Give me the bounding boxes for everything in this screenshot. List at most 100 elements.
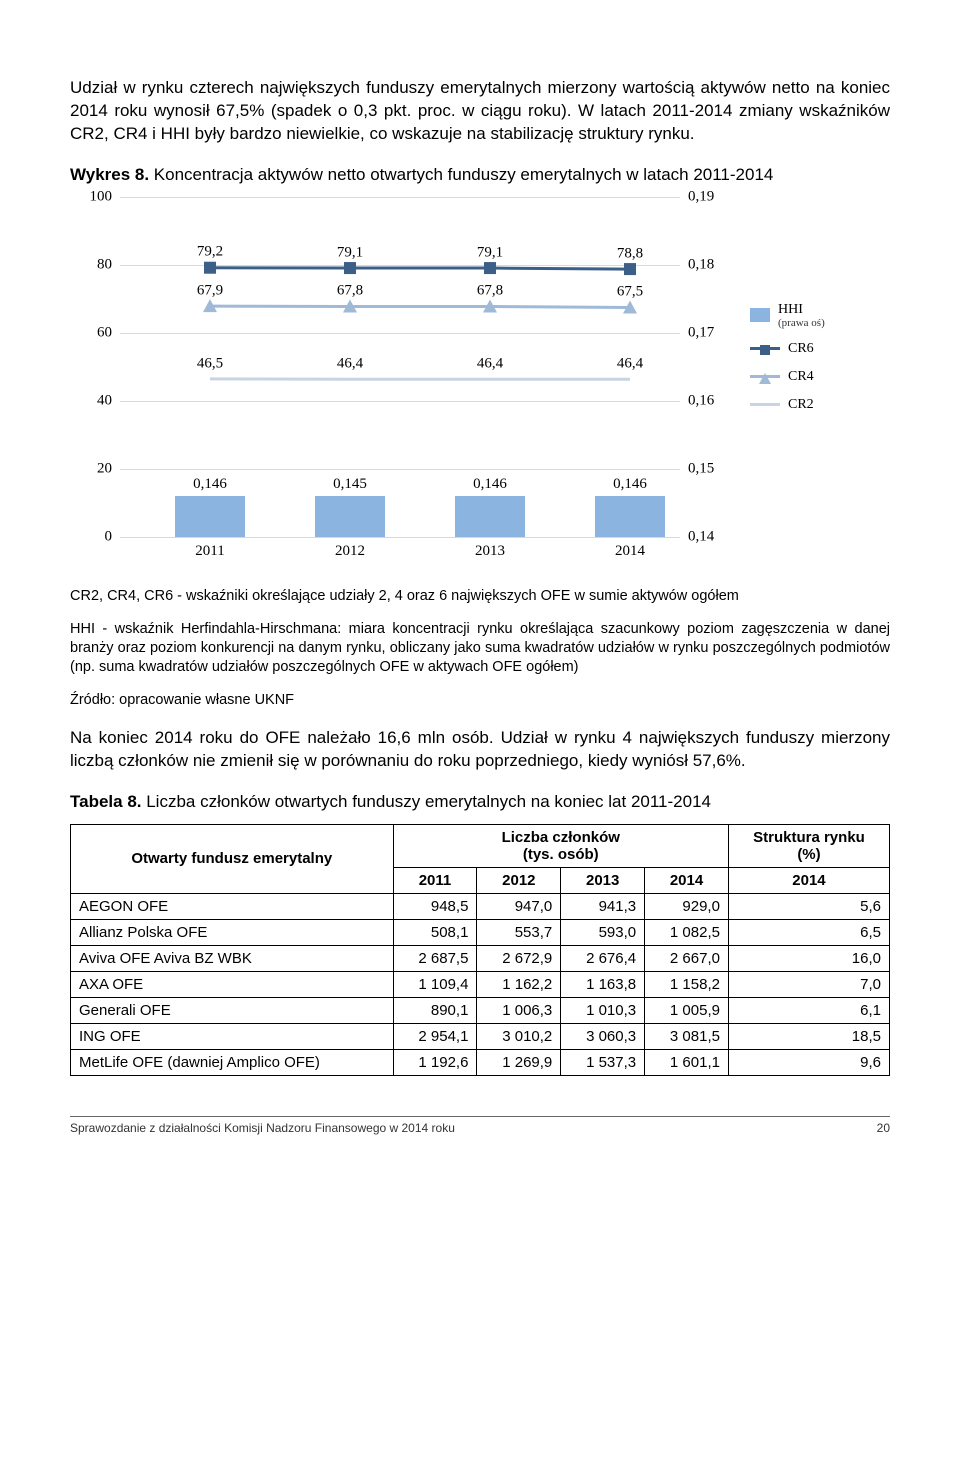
y-left-tick: 80 (97, 256, 112, 273)
series-value-label: 67,8 (477, 283, 503, 300)
legend-label: CR2 (788, 397, 814, 413)
legend-item: CR2 (750, 397, 825, 413)
cell-value: 1 163,8 (561, 971, 645, 997)
cell-fund-name: MetLife OFE (dawniej Amplico OFE) (71, 1049, 394, 1075)
y-left-tick: 0 (105, 528, 113, 545)
y-left-tick: 100 (90, 188, 113, 205)
legend-item: CR6 (750, 341, 825, 357)
series-line (210, 267, 630, 268)
legend-label: CR4 (788, 369, 814, 385)
legend-item: HHI(prawa oś) (750, 302, 825, 329)
table-row: AXA OFE1 109,41 162,21 163,81 158,27,0 (71, 971, 890, 997)
y-axis-left: 020406080100 (70, 197, 120, 537)
cell-fund-name: Generali OFE (71, 997, 394, 1023)
cell-structure: 9,6 (728, 1049, 889, 1075)
table-caption-lead: Tabela 8. (70, 792, 146, 811)
x-tick: 2011 (195, 543, 224, 560)
cell-value: 553,7 (477, 919, 561, 945)
cell-value: 2 667,0 (645, 945, 729, 971)
y-right-tick: 0,14 (688, 528, 714, 545)
series-value-label: 79,2 (197, 244, 223, 261)
series-value-label: 78,8 (617, 245, 643, 262)
cell-value: 1 162,2 (477, 971, 561, 997)
footnote-cr: CR2, CR4, CR6 - wskaźniki określające ud… (70, 587, 890, 606)
x-tick: 2013 (475, 543, 505, 560)
series-value-label: 79,1 (477, 244, 503, 261)
chart-legend: HHI(prawa oś) CR6 CR4 CR2 (750, 302, 825, 425)
cell-value: 941,3 (561, 893, 645, 919)
legend-line (750, 347, 780, 350)
series-value-label: 46,4 (477, 355, 503, 372)
table-row: Generali OFE890,11 006,31 010,31 005,96,… (71, 997, 890, 1023)
cell-value: 1 109,4 (393, 971, 477, 997)
page-footer: Sprawozdanie z działalności Komisji Nadz… (70, 1116, 890, 1135)
series-value-label: 46,4 (337, 355, 363, 372)
legend-item: CR4 (750, 369, 825, 385)
cell-fund-name: Aviva OFE Aviva BZ WBK (71, 945, 394, 971)
y-left-tick: 40 (97, 392, 112, 409)
x-tick: 2014 (615, 543, 645, 560)
cell-structure: 7,0 (728, 971, 889, 997)
y-left-tick: 20 (97, 460, 112, 477)
cell-value: 1 269,9 (477, 1049, 561, 1075)
footnote-source: Źródło: opracowanie własne UKNF (70, 691, 890, 710)
y-left-tick: 60 (97, 324, 112, 341)
x-axis: 2011201220132014 (120, 537, 680, 567)
th-year: 2011 (393, 867, 477, 893)
series-marker-square (204, 261, 216, 273)
series-value-label: 79,1 (337, 244, 363, 261)
table-row: Allianz Polska OFE508,1553,7593,01 082,5… (71, 919, 890, 945)
cell-fund-name: AEGON OFE (71, 893, 394, 919)
cell-value: 1 006,3 (477, 997, 561, 1023)
footer-text: Sprawozdanie z działalności Komisji Nadz… (70, 1121, 455, 1135)
th-year: 2013 (561, 867, 645, 893)
cell-value: 1 005,9 (645, 997, 729, 1023)
cell-structure: 5,6 (728, 893, 889, 919)
series-marker-square (624, 263, 636, 275)
series-marker-square (344, 262, 356, 274)
cell-structure: 6,1 (728, 997, 889, 1023)
th-structure: Struktura rynku(%) (728, 824, 889, 867)
page-number: 20 (877, 1121, 890, 1135)
cell-structure: 16,0 (728, 945, 889, 971)
cell-value: 2 676,4 (561, 945, 645, 971)
legend-sublabel: (prawa oś) (778, 318, 825, 329)
legend-swatch (750, 308, 770, 322)
chart-caption-lead: Wykres 8. (70, 165, 154, 184)
cell-value: 1 601,1 (645, 1049, 729, 1075)
y-right-tick: 0,19 (688, 188, 714, 205)
cell-fund-name: ING OFE (71, 1023, 394, 1049)
cell-fund-name: AXA OFE (71, 971, 394, 997)
series-value-label: 46,4 (617, 355, 643, 372)
y-axis-right: 0,140,150,160,170,180,19 (680, 197, 730, 537)
th-fund: Otwarty fundusz emerytalny (71, 824, 394, 893)
hhi-bar-label: 0,146 (473, 476, 507, 493)
y-right-tick: 0,17 (688, 324, 714, 341)
concentration-chart: 020406080100 0,1460,1450,1460,14679,279,… (70, 197, 890, 567)
series-value-label: 46,5 (197, 355, 223, 372)
cell-structure: 18,5 (728, 1023, 889, 1049)
cell-value: 1 537,3 (561, 1049, 645, 1075)
table-row: AEGON OFE948,5947,0941,3929,05,6 (71, 893, 890, 919)
legend-label: CR6 (788, 341, 814, 357)
chart-caption: Wykres 8. Koncentracja aktywów netto otw… (70, 164, 890, 187)
table-row: ING OFE2 954,13 010,23 060,33 081,518,5 (71, 1023, 890, 1049)
paragraph-2: Na koniec 2014 roku do OFE należało 16,6… (70, 727, 890, 773)
cell-structure: 6,5 (728, 919, 889, 945)
th-year: 2014 (645, 867, 729, 893)
table-caption-text: Liczba członków otwartych funduszy emery… (146, 792, 711, 811)
cell-value: 593,0 (561, 919, 645, 945)
cell-value: 2 954,1 (393, 1023, 477, 1049)
hhi-bar-label: 0,145 (333, 476, 367, 493)
table-row: MetLife OFE (dawniej Amplico OFE)1 192,6… (71, 1049, 890, 1075)
intro-paragraph: Udział w rynku czterech największych fun… (70, 77, 890, 146)
cell-value: 1 158,2 (645, 971, 729, 997)
legend-line (750, 403, 780, 406)
chart-plot-area: 0,1460,1450,1460,14679,279,179,178,867,9… (120, 197, 680, 537)
cell-value: 508,1 (393, 919, 477, 945)
series-marker-square (484, 262, 496, 274)
cell-value: 3 081,5 (645, 1023, 729, 1049)
cell-value: 2 687,5 (393, 945, 477, 971)
th-struct-year: 2014 (728, 867, 889, 893)
y-right-tick: 0,16 (688, 392, 714, 409)
